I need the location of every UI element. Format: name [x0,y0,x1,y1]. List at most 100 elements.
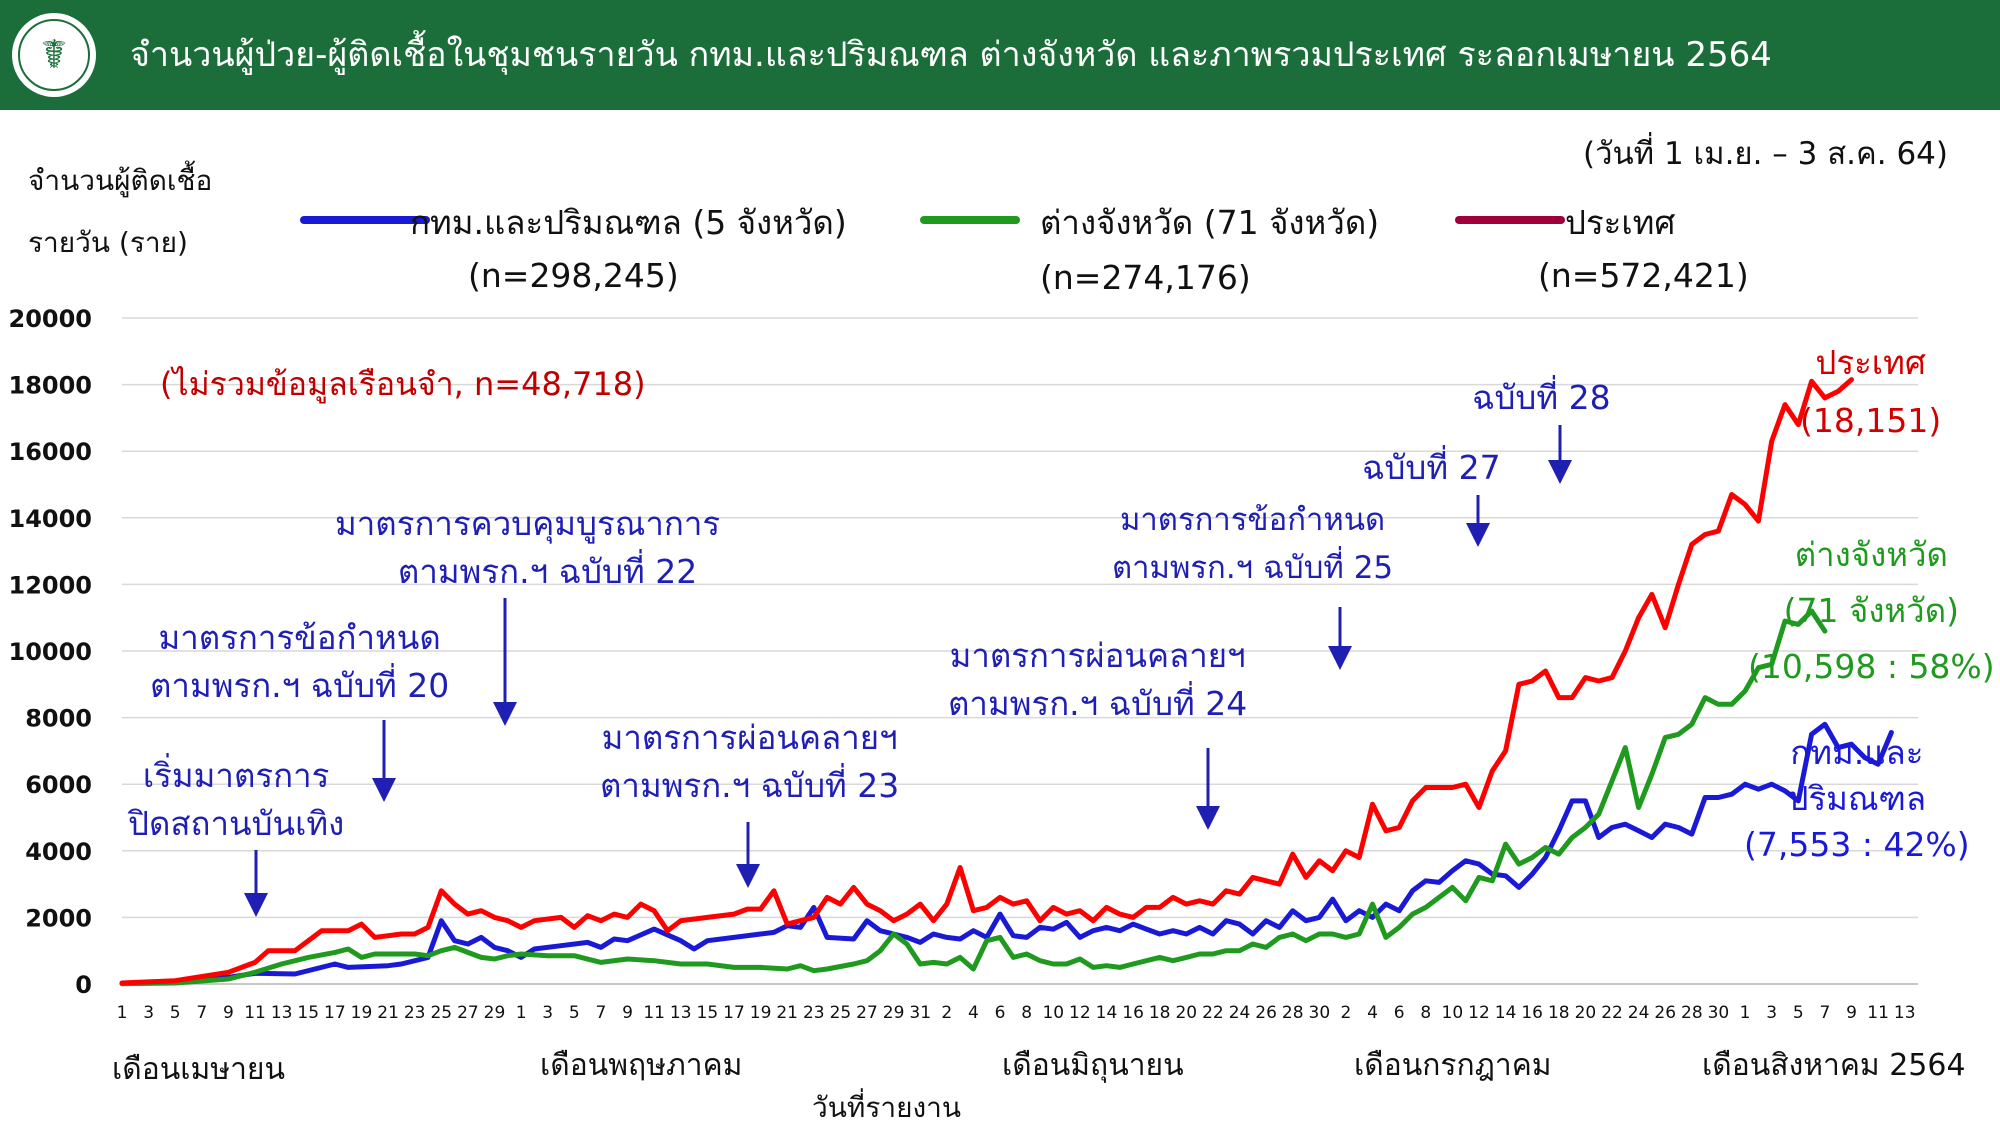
y-axis-title: จำนวนผู้ติดเชื้อ รายวัน (ราย) [28,150,212,274]
x-axis-title: วันที่รายงาน [812,1091,962,1124]
x-tick-label: 9 [223,1003,234,1023]
x-tick-label: 9 [1846,1003,1857,1023]
legend-swatch-country [1455,216,1565,224]
page-title: จำนวนผู้ป่วย-ผู้ติดเชื้อในชุมชนรายวัน กท… [130,35,1772,75]
x-tick-label: 18 [1149,1003,1171,1023]
y-tick-label: 20000 [9,305,93,333]
x-tick-label: 2 [1341,1003,1352,1023]
x-tick-label: 28 [1282,1003,1304,1023]
x-tick-label: 29 [484,1003,506,1023]
y-tick-label: 0 [75,971,92,999]
end-label-bangkok-value: (7,553 : 42%) [1744,825,1970,864]
x-tick-label: 30 [1708,1003,1730,1023]
end-label-bangkok-line2: ปริมณฑล [1787,779,1927,818]
x-tick-label: 13 [271,1003,293,1023]
y-tick-label: 10000 [9,638,93,666]
x-tick-label: 29 [883,1003,905,1023]
annotation-decree-23-line1: มาตรการผ่อนคลายฯ [601,718,898,757]
legend-label-provinces: ต่างจังหวัด (71 จังหวัด) [1040,203,1380,242]
x-tick-label: 19 [351,1003,373,1023]
x-tick-label: 8 [1420,1003,1431,1023]
x-tick-label: 26 [1654,1003,1676,1023]
end-label-country-value: (18,151) [1800,401,1942,440]
x-tick-label: 4 [1367,1003,1378,1023]
caduceus-icon: ☤ [40,32,68,78]
month-label-june: เดือนมิถุนายน [1002,1048,1184,1083]
end-label-provinces: ต่างจังหวัด (71 จังหวัด) (10,598 : 58%) [1748,532,1995,690]
x-tick-label: 17 [723,1003,745,1023]
x-tick-label: 3 [542,1003,553,1023]
x-tick-label: 5 [170,1003,181,1023]
annotation-decree-27: ฉบับที่ 27 [1362,444,1501,492]
x-tick-label: 19 [750,1003,772,1023]
legend-n-provinces: (n=274,176) [1040,258,1251,297]
x-tick-label: 21 [776,1003,798,1023]
x-tick-label: 21 [377,1003,399,1023]
annotation-decree-23-line2: ตามพรก.ฯ ฉบับที่ 23 [600,766,900,805]
annotation-decree-24-line2: ตามพรก.ฯ ฉบับที่ 24 [948,684,1248,723]
annotation-decree-25: มาตรการข้อกำหนด ตามพรก.ฯ ฉบับที่ 25 [1112,496,1393,592]
end-label-bangkok-line1: กทม.และ [1790,733,1924,772]
x-tick-label: 5 [1793,1003,1804,1023]
y-axis-title-line2: รายวัน (ราย) [28,226,188,259]
x-tick-label: 22 [1202,1003,1224,1023]
prison-note: (ไม่รวมข้อมูลเรือนจำ, n=48,718) [160,365,646,403]
end-label-country: ประเทศ (18,151) [1800,340,1941,444]
x-tick-label: 11 [1867,1003,1889,1023]
x-tick-label: 1 [1740,1003,1751,1023]
annotation-decree-23: มาตรการผ่อนคลายฯ ตามพรก.ฯ ฉบับที่ 23 [600,714,899,810]
x-tick-label: 17 [324,1003,346,1023]
series-line-2 [119,377,1854,986]
legend-n-bangkok: (n=298,245) [468,256,679,295]
annotation-decree-24: มาตรการผ่อนคลายฯ ตามพรก.ฯ ฉบับที่ 24 [948,632,1247,728]
y-tick-label: 14000 [9,505,93,533]
x-tick-label: 5 [569,1003,580,1023]
x-tick-label: 1 [117,1003,128,1023]
x-tick-label: 9 [622,1003,633,1023]
x-tick-label: 23 [803,1003,825,1023]
ministry-seal-icon: ☤ [12,13,96,97]
date-range: (วันที่ 1 เม.ย. – 3 ส.ค. 64) [1582,136,1948,172]
annotation-decree-28-line1: ฉบับที่ 28 [1472,378,1611,417]
x-tick-label: 30 [1309,1003,1331,1023]
annotation-entertainment-line1: เริ่มมาตรการ [142,756,330,795]
x-tick-label: 4 [968,1003,979,1023]
legend-swatch-bangkok [300,216,430,224]
annotation-decree-27-line1: ฉบับที่ 27 [1362,448,1501,487]
legend-label-country: ประเทศ [1565,203,1676,242]
legend-n-country: (n=572,421) [1538,256,1749,295]
x-tick-label: 13 [1894,1003,1916,1023]
end-label-provinces-line1: ต่างจังหวัด [1794,535,1948,574]
x-tick-label: 12 [1069,1003,1091,1023]
annotation-decree-25-line2: ตามพรก.ฯ ฉบับที่ 25 [1112,550,1394,586]
annotation-decree-22: มาตรการควบคุมบูรณาการ ตามพรก.ฯ ฉบับที่ 2… [335,500,720,596]
x-tick-label: 16 [1521,1003,1543,1023]
x-tick-label: 23 [404,1003,426,1023]
y-tick-label: 16000 [9,438,93,466]
y-tick-label: 12000 [9,571,93,599]
x-tick-label: 15 [297,1003,319,1023]
annotation-decree-24-line1: มาตรการผ่อนคลายฯ [949,636,1246,675]
x-tick-label: 20 [1575,1003,1597,1023]
x-tick-label: 12 [1468,1003,1490,1023]
annotation-decree-22-line2: ตามพรก.ฯ ฉบับที่ 22 [397,552,698,591]
x-tick-label: 15 [697,1003,719,1023]
x-tick-label: 11 [643,1003,665,1023]
x-tick-label: 24 [1229,1003,1251,1023]
x-tick-label: 27 [856,1003,878,1023]
month-label-july: เดือนกรกฎาคม [1354,1048,1552,1083]
x-tick-label: 20 [1175,1003,1197,1023]
x-tick-label: 22 [1601,1003,1623,1023]
x-tick-label: 11 [244,1003,266,1023]
annotation-entertainment-closure: เริ่มมาตรการ ปิดสถานบันเทิง [128,752,344,848]
end-label-provinces-line2: (71 จังหวัด) [1783,591,1960,630]
annotation-decree-25-line1: มาตรการข้อกำหนด [1119,502,1386,538]
legend-label-bangkok: กทม.และปริมณฑล (5 จังหวัด) [410,203,847,242]
y-tick-label: 4000 [25,838,92,866]
x-tick-label: 3 [143,1003,154,1023]
seal-ring [18,19,90,91]
x-tick-label: 7 [196,1003,207,1023]
x-tick-label: 7 [1819,1003,1830,1023]
x-tick-label: 26 [1255,1003,1277,1023]
